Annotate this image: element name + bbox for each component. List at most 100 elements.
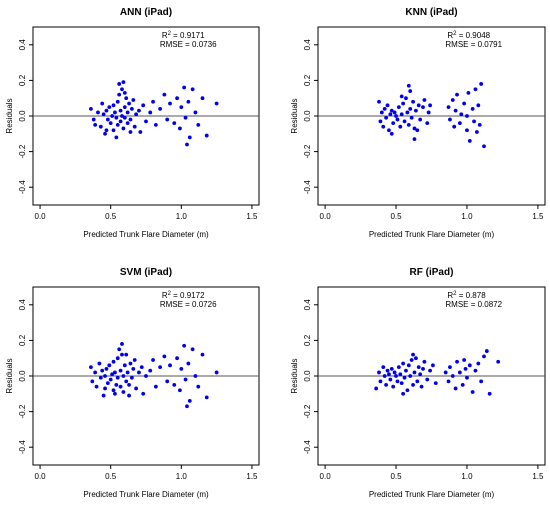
ann-data-point xyxy=(148,110,153,115)
svm-data-point xyxy=(185,404,189,409)
rf-data-point xyxy=(473,368,478,373)
rf-data-point xyxy=(416,365,421,369)
ann-data-point xyxy=(105,117,110,122)
knn-data-point xyxy=(408,106,413,111)
ann-r2-superscript: 2 xyxy=(168,31,172,37)
rf-data-point xyxy=(405,388,410,393)
rf-data-point xyxy=(412,370,417,375)
rf-xtick-label: 1.0 xyxy=(461,472,473,481)
ann-data-point xyxy=(93,123,98,127)
svm-xtick-label: 1.5 xyxy=(246,472,258,481)
ann-data-point xyxy=(182,85,187,90)
knn-points xyxy=(377,82,486,149)
svm-data-point xyxy=(178,388,182,393)
rf-data-point xyxy=(446,379,451,384)
ann-r2-label: R2 = 0.9171 xyxy=(162,31,205,40)
knn-ytick-label: -0.2 xyxy=(303,144,312,158)
ann-data-point xyxy=(187,135,192,140)
svm-data-point xyxy=(158,365,163,369)
knn-data-point xyxy=(472,119,476,124)
ann-data-point xyxy=(185,142,189,147)
svm-y-axis-label: Residuals xyxy=(5,358,14,393)
rf-x-axis-label: Predicted Trunk Flare Diameter (m) xyxy=(369,490,495,499)
knn-data-point xyxy=(387,128,391,133)
knn-data-point xyxy=(476,103,481,108)
rf-data-point xyxy=(422,359,427,364)
knn-data-point xyxy=(422,98,427,102)
knn-xtick-label: 1.5 xyxy=(532,212,544,221)
svm-data-point xyxy=(137,370,141,375)
ann-data-point xyxy=(141,103,146,108)
ann-xtick-label: 1.0 xyxy=(176,212,188,221)
rf-data-point xyxy=(411,383,415,387)
svm-data-point xyxy=(182,343,187,348)
rf-data-point xyxy=(476,361,481,366)
rf-data-point xyxy=(425,377,430,382)
svm-data-point xyxy=(127,383,131,387)
knn-data-point xyxy=(426,110,431,115)
svm-data-point xyxy=(179,366,184,371)
knn-ytick-label: 0.2 xyxy=(303,74,312,86)
knn-data-point xyxy=(453,108,458,113)
rf-r2-superscript: 2 xyxy=(453,291,457,297)
rf-data-point xyxy=(479,379,484,384)
rf-data-point xyxy=(421,366,425,371)
svm-data-point xyxy=(141,391,146,396)
ann-data-point xyxy=(129,106,134,111)
ann-data-point xyxy=(132,124,137,129)
knn-data-point xyxy=(411,99,415,104)
rf-data-point xyxy=(398,372,403,377)
ann-data-point xyxy=(186,99,191,104)
ann-data-point xyxy=(151,99,155,104)
rf-data-point xyxy=(484,349,489,353)
ann-data-point xyxy=(153,123,158,127)
rf-data-point xyxy=(418,372,423,377)
knn-data-point xyxy=(482,144,486,149)
ann-data-point xyxy=(96,110,100,115)
rf-data-point xyxy=(409,358,414,362)
ann-y-axis-label: Residuals xyxy=(5,98,14,133)
svm-data-point xyxy=(108,377,113,382)
rf-data-point xyxy=(381,365,386,369)
ann-data-point xyxy=(128,130,133,134)
ann-ytick-label: 0.4 xyxy=(18,39,27,51)
svm-data-point xyxy=(153,384,158,389)
rf-data-point xyxy=(387,372,391,377)
ann-xtick-label: 0.0 xyxy=(35,212,47,221)
rf-data-point xyxy=(377,370,381,375)
knn-data-point xyxy=(395,117,400,122)
knn-data-point xyxy=(382,106,387,111)
ann-data-point xyxy=(125,110,130,115)
knn-data-point xyxy=(465,114,469,118)
rf-data-point xyxy=(408,374,413,378)
rf-data-point xyxy=(382,374,387,378)
ann-data-point xyxy=(111,103,116,108)
svm-data-point xyxy=(120,352,124,357)
rf-data-point xyxy=(465,375,469,380)
knn-data-point xyxy=(379,110,384,115)
svm-ytick-label: 0.4 xyxy=(18,299,27,311)
knn-ytick-label: -0.4 xyxy=(303,180,312,194)
svm-data-point xyxy=(186,361,191,366)
rf-data-point xyxy=(457,370,462,375)
svm-data-point xyxy=(129,375,134,380)
ann-ytick-label: 0.0 xyxy=(18,110,27,122)
svm-data-point xyxy=(117,347,122,352)
svm-data-point xyxy=(121,390,126,394)
svm-data-point xyxy=(118,368,123,373)
knn-data-point xyxy=(401,101,406,106)
svm-points xyxy=(89,342,219,409)
svm-r2-symbol: R xyxy=(162,291,168,300)
rf-ytick-label: 0.0 xyxy=(303,370,312,382)
knn-data-point xyxy=(399,94,404,99)
svm-data-point xyxy=(127,393,131,398)
svm-ytick-label: 0.0 xyxy=(18,370,27,382)
ann-data-point xyxy=(134,112,139,117)
knn-data-point xyxy=(384,115,388,120)
ann-data-point xyxy=(111,128,116,133)
ann-data-point xyxy=(165,117,170,122)
svm-data-point xyxy=(124,352,129,357)
rf-data-point xyxy=(496,359,501,364)
